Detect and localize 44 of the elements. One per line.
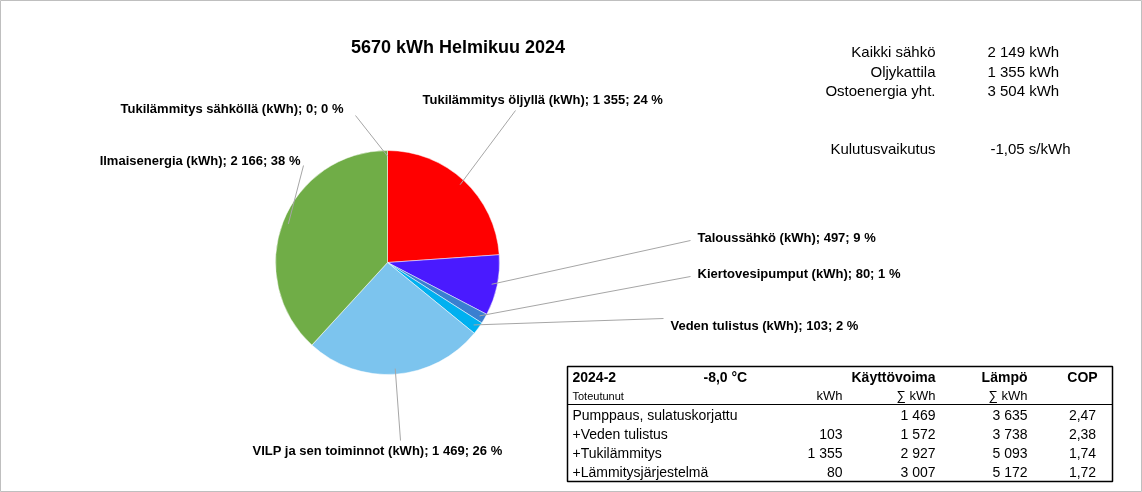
text: Kulutusvaikutus <box>830 140 936 157</box>
text: 3 007 <box>900 463 936 480</box>
text: Toteutunut <box>572 389 624 402</box>
text: 1 469 <box>900 406 936 423</box>
text: -8,0 °C <box>703 368 748 385</box>
text: 2,38 <box>1068 425 1097 442</box>
text: -1,05 s/kWh <box>990 140 1071 157</box>
slice-label: Tukilämmitys öljyllä (kWh); 1 355; 24 % <box>422 92 664 107</box>
text: Lämpö <box>981 368 1028 385</box>
chart-title: 5670 kWh Helmikuu 2024 <box>350 36 566 57</box>
text: 2 149 kWh <box>987 43 1060 60</box>
text: +Lämmitysjärjestelmä <box>572 463 709 480</box>
category-label: Tukilämmitys sähköllä (kWh); 0; 0 % <box>120 101 344 116</box>
text: Kaikki sähkö <box>851 43 936 60</box>
text: Pumppaus, sulatuskorjattu <box>572 406 738 423</box>
slice-label: Taloussähkö (kWh); 497; 9 % <box>697 230 877 245</box>
text: Käyttövoima <box>851 368 936 385</box>
text: ∑ kWh <box>896 388 936 403</box>
slice-label: Kiertovesipumput (kWh); 80; 1 % <box>697 266 901 281</box>
text: Ostoenergia yht. <box>825 82 936 99</box>
text: kWh <box>816 388 843 403</box>
slice-label: Veden tulistus (kWh); 103; 2 % <box>670 318 859 333</box>
text: 1 572 <box>900 425 936 442</box>
text: 3 504 kWh <box>987 82 1060 99</box>
text: 1,72 <box>1068 463 1097 480</box>
text: Oljykattila <box>870 63 937 80</box>
text: 103 <box>819 425 843 442</box>
text: 5 093 <box>992 444 1028 461</box>
text: 3 635 <box>992 406 1028 423</box>
text: 3 738 <box>992 425 1028 442</box>
text: 80 <box>826 463 843 480</box>
text: ∑ kWh <box>988 388 1028 403</box>
text: +Veden tulistus <box>572 425 668 442</box>
text: +Tukilämmitys <box>572 444 662 461</box>
slice-label: VILP ja sen toiminnot (kWh); 1 469; 26 % <box>252 443 503 458</box>
text: COP <box>1067 368 1098 385</box>
text: 1 355 kWh <box>987 63 1060 80</box>
text: 2024-2 <box>572 368 617 385</box>
text: 2 927 <box>900 444 936 461</box>
text: 2,47 <box>1068 406 1097 423</box>
slice-label: Ilmaisenergia (kWh); 2 166; 38 % <box>99 153 301 168</box>
text: 5 172 <box>992 463 1028 480</box>
text: 1,74 <box>1068 444 1097 461</box>
text: 1 355 <box>807 444 843 461</box>
